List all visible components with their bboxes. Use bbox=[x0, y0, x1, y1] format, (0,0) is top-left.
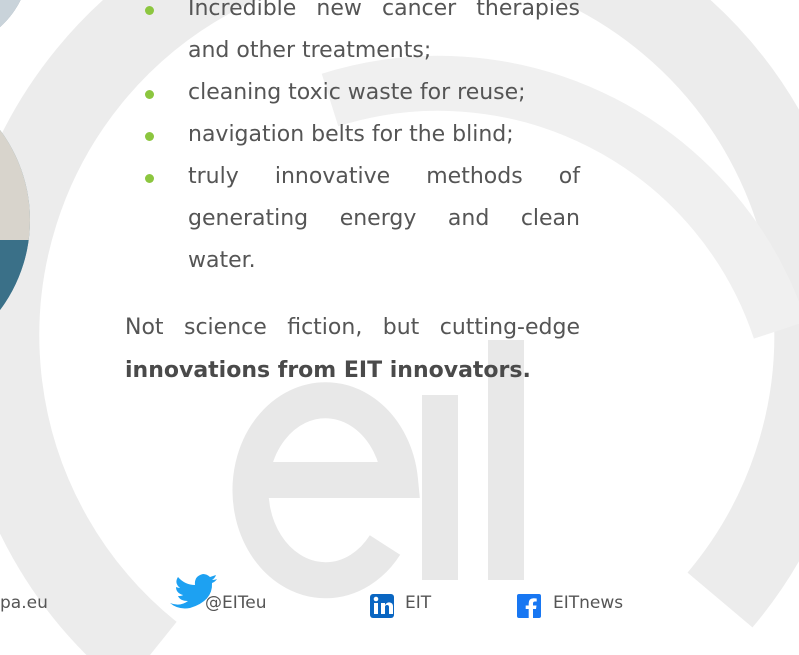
bullet-item: Incredible new cancer therapies and othe… bbox=[125, 0, 580, 72]
twitter-handle[interactable]: @EITeu bbox=[205, 593, 266, 613]
facebook-icon bbox=[517, 594, 541, 618]
closing-paragraph: Not science fiction, but cutting-edge in… bbox=[125, 306, 580, 392]
logo-i bbox=[422, 395, 458, 580]
facebook-handle[interactable]: EITnews bbox=[553, 593, 623, 613]
closing-bold: innovations from EIT innovators. bbox=[125, 358, 531, 383]
bullet-item: cleaning toxic waste for reuse; bbox=[125, 72, 580, 114]
logo-e bbox=[250, 400, 400, 580]
website[interactable]: pa.eu bbox=[0, 593, 48, 613]
linkedin-handle[interactable]: EIT bbox=[405, 593, 431, 613]
bullet-item: navigation belts for the blind; bbox=[125, 114, 580, 156]
page: Incredible new cancer therapies and othe… bbox=[0, 0, 799, 655]
photo-top bbox=[0, 0, 40, 60]
bullet-item: truly innovative methods of generating e… bbox=[125, 156, 580, 282]
closing-text: Not science fiction, but cutting-edge bbox=[125, 315, 580, 340]
linkedin-icon bbox=[370, 594, 394, 618]
bullet-list: Incredible new cancer therapies and othe… bbox=[125, 0, 580, 282]
